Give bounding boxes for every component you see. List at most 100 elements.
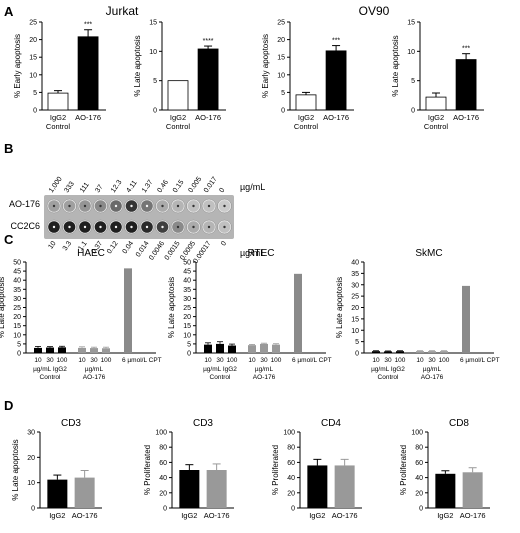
category-label: IgG2 <box>309 511 325 520</box>
y-tick-label: 20 <box>29 37 37 44</box>
cc-concentration: 1.1 <box>77 240 88 252</box>
category-label: 6 µmol/L CPT <box>122 357 162 364</box>
chart-rtec: RTEC % Late apoptosis 0 5 10 15 20 25 30 35 40 45 50… <box>167 248 332 381</box>
category-label: 100 <box>57 357 68 364</box>
panel-label-c: C <box>4 232 14 247</box>
category-label: AO-176 <box>204 511 230 520</box>
bar <box>372 351 380 353</box>
y-axis-label: % Early apoptosis <box>13 34 22 98</box>
y-tick-label: 5 <box>411 78 415 85</box>
y-tick-label: 20 <box>277 37 285 44</box>
group-label: Control <box>40 374 62 381</box>
y-tick-label: 0 <box>153 108 157 115</box>
y-tick-label: 20 <box>351 305 359 312</box>
chart-skmc: SkMC % Late apoptosis 0 5 10 15 20 25 30 35 40 10 30… <box>335 248 500 381</box>
row-label-ao176: AO-176 <box>9 199 40 209</box>
category-label: IgG2 <box>170 113 186 122</box>
unit-label-bottom: µg/mL <box>240 248 265 258</box>
y-tick-label: 5 <box>281 90 285 97</box>
category-label: IgG2 <box>428 113 444 122</box>
well-center <box>83 204 87 208</box>
y-tick-label: 10 <box>277 72 285 79</box>
category-label: 100 <box>395 357 406 364</box>
well-center <box>68 225 71 229</box>
y-tick-label: 60 <box>415 460 423 467</box>
y-tick-label: 0 <box>163 506 167 513</box>
well-center <box>207 225 211 229</box>
category-label: Control <box>166 122 191 131</box>
y-tick-label: 0 <box>291 506 295 513</box>
category-label: Control <box>46 122 71 131</box>
y-tick-label: 20 <box>13 314 21 321</box>
y-tick-label: 0 <box>33 108 37 115</box>
y-axis-label: % Proliferated <box>399 445 408 495</box>
group-label: µg/mL IgG2 <box>203 366 237 373</box>
bar <box>334 465 355 508</box>
well-center <box>145 204 149 208</box>
panel-label-d: D <box>4 398 13 413</box>
y-tick-label: 30 <box>351 282 359 289</box>
y-tick-label: 0 <box>411 108 415 115</box>
well-center <box>52 225 56 229</box>
y-tick-label: 20 <box>287 490 295 497</box>
well-center <box>223 225 226 229</box>
group-label: Control <box>210 374 232 381</box>
y-tick-label: 40 <box>13 278 21 285</box>
y-tick-label: 0 <box>17 351 21 358</box>
bar <box>325 50 347 111</box>
category-label: 30 <box>428 357 436 364</box>
bar <box>47 92 69 111</box>
y-axis-label: % Proliferated <box>143 445 152 495</box>
category-label: AO-176 <box>323 113 349 122</box>
category-label: 10 <box>34 357 42 364</box>
ao-concentration: 0.46 <box>156 179 170 194</box>
group-label: Control <box>378 374 400 381</box>
y-tick-label: 10 <box>183 332 191 339</box>
y-tick-label: 0 <box>31 506 35 513</box>
well-center <box>145 225 149 229</box>
row-label-cc2c6: CC2C6 <box>10 221 40 231</box>
bar <box>74 477 95 508</box>
unit-label-top: µg/mL <box>240 182 265 192</box>
y-tick-label: 0 <box>281 108 285 115</box>
category-label: 6 µmol/L CPT <box>292 357 332 364</box>
y-tick-label: 0 <box>419 506 423 513</box>
y-tick-label: 25 <box>29 20 37 27</box>
y-tick-label: 20 <box>27 455 35 462</box>
category-label: 30 <box>216 357 224 364</box>
chart-title: CD3 <box>193 418 213 429</box>
group-label: µg/mL <box>255 366 274 373</box>
ao-concentration: 0.005 <box>187 176 203 194</box>
category-label: 30 <box>260 357 268 364</box>
bar <box>167 80 189 111</box>
ao-concentration: 111 <box>79 181 91 194</box>
chart-title: SkMC <box>415 248 442 259</box>
y-axis-label: % Late apoptosis <box>133 35 142 96</box>
y-tick-label: 25 <box>183 305 191 312</box>
y-tick-label: 100 <box>411 430 423 437</box>
y-tick-label: 0 <box>187 351 191 358</box>
y-axis-label: % Late apoptosis <box>11 439 20 500</box>
y-tick-label: 15 <box>407 20 415 27</box>
category-label: 30 <box>90 357 98 364</box>
chart-cd8-proliferated: CD8 % Proliferated 0 20 40 60 80 100 IgG2 AO-176 <box>399 418 490 520</box>
bar <box>124 268 132 353</box>
bar <box>77 36 99 111</box>
chart-cd4-proliferated: CD4 % Proliferated 0 20 40 60 80 100 IgG2 AO-176 <box>271 418 362 520</box>
y-tick-label: 0 <box>355 351 359 358</box>
category-label: 10 <box>372 357 380 364</box>
category-label: 10 <box>204 357 212 364</box>
bar <box>216 343 224 353</box>
well-center <box>99 204 102 208</box>
cc-concentration: 3.3 <box>62 240 73 252</box>
bar <box>462 285 470 353</box>
well-center <box>99 225 102 229</box>
y-tick-label: 10 <box>149 49 157 56</box>
significance-label: *** <box>462 46 470 53</box>
y-tick-label: 100 <box>155 430 167 437</box>
y-tick-label: 10 <box>29 72 37 79</box>
bar <box>435 473 456 508</box>
